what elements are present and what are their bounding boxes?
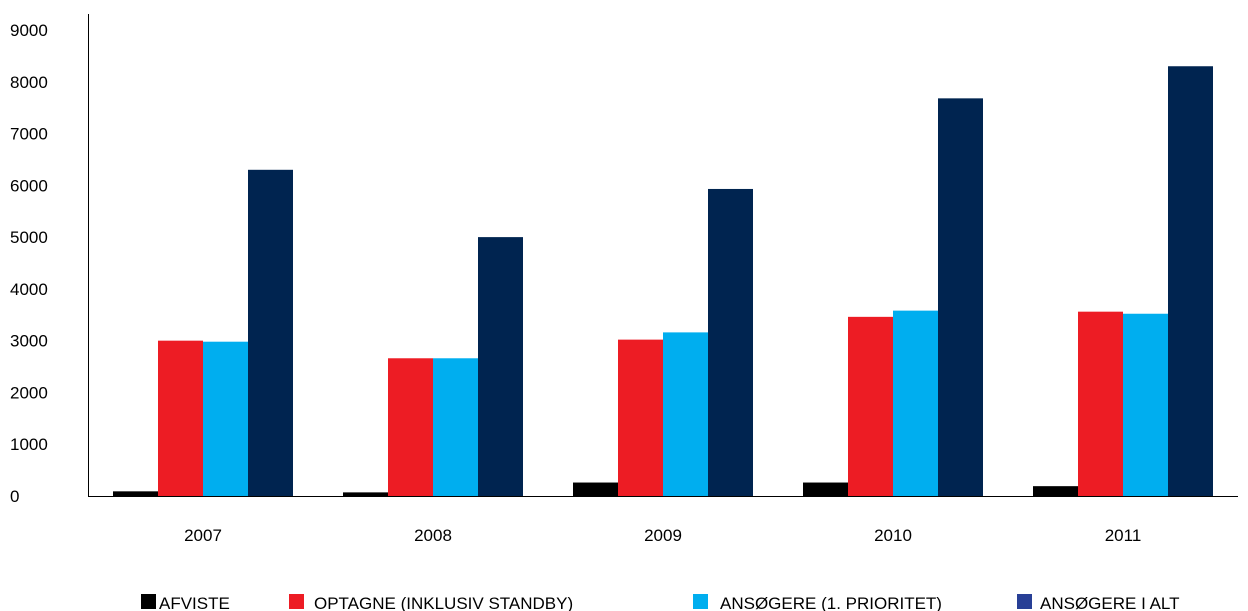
y-tick-label: 7000 xyxy=(10,125,48,144)
x-tick-labels: 2007 2008 2009 2010 2011 xyxy=(184,526,1141,545)
y-tick-label: 9000 xyxy=(10,21,48,40)
bar-2007-0 xyxy=(113,491,158,496)
bar-2009-1 xyxy=(618,339,663,496)
x-tick-label: 2007 xyxy=(184,526,222,545)
y-tick-label: 1000 xyxy=(10,435,48,454)
y-tick-labels: 0 1000 2000 3000 4000 5000 6000 7000 8000 9000 xyxy=(10,21,48,506)
bar-2009-3 xyxy=(708,188,753,497)
bar-2008-3 xyxy=(478,237,523,496)
y-tick-label: 4000 xyxy=(10,280,48,299)
bars-group xyxy=(113,66,1213,497)
legend-label-0: AFVISTE xyxy=(159,594,230,611)
legend-marker-3 xyxy=(1017,594,1032,609)
axes-group xyxy=(88,14,1238,497)
bar-2011-0 xyxy=(1033,486,1078,496)
bar-2009-2 xyxy=(663,332,708,496)
legend-marker-2 xyxy=(693,594,708,609)
legend-marker-0 xyxy=(141,594,156,609)
bar-2008-2 xyxy=(433,358,478,496)
bar-2011-1 xyxy=(1078,311,1123,496)
bar-2008-0 xyxy=(343,492,388,496)
y-tick-label: 5000 xyxy=(10,228,48,247)
y-tick-label: 2000 xyxy=(10,383,48,402)
bar-2010-0 xyxy=(803,482,848,496)
bar-2007-2 xyxy=(203,341,248,496)
x-tick-label: 2010 xyxy=(874,526,912,545)
bar-2009-0 xyxy=(573,482,618,496)
y-tick-label: 0 xyxy=(10,487,19,506)
y-tick-label: 8000 xyxy=(10,73,48,92)
legend-label-2: ANSØGERE (1. PRIORITET) xyxy=(720,594,942,611)
x-tick-label: 2009 xyxy=(644,526,682,545)
bar-2011-2 xyxy=(1123,313,1168,496)
legend: AFVISTE OPTAGNE (INKLUSIV STANDBY) ANSØGER… xyxy=(141,594,1180,611)
bar-2007-1 xyxy=(158,340,203,496)
bar-2007-3 xyxy=(248,169,293,497)
y-tick-label: 3000 xyxy=(10,332,48,351)
x-tick-label: 2011 xyxy=(1105,526,1142,545)
legend-label-3: ANSØGERE I ALT xyxy=(1040,594,1180,611)
legend-label-1: OPTAGNE (INKLUSIV STANDBY) xyxy=(314,594,573,611)
bar-2008-1 xyxy=(388,358,433,496)
bar-2011-3 xyxy=(1168,66,1213,496)
legend-marker-1 xyxy=(289,594,304,609)
bar-2010-3 xyxy=(938,98,983,496)
bar-2010-1 xyxy=(848,316,893,496)
y-tick-label: 6000 xyxy=(10,176,48,195)
x-tick-label: 2008 xyxy=(414,526,452,545)
bar-2010-2 xyxy=(893,310,938,496)
